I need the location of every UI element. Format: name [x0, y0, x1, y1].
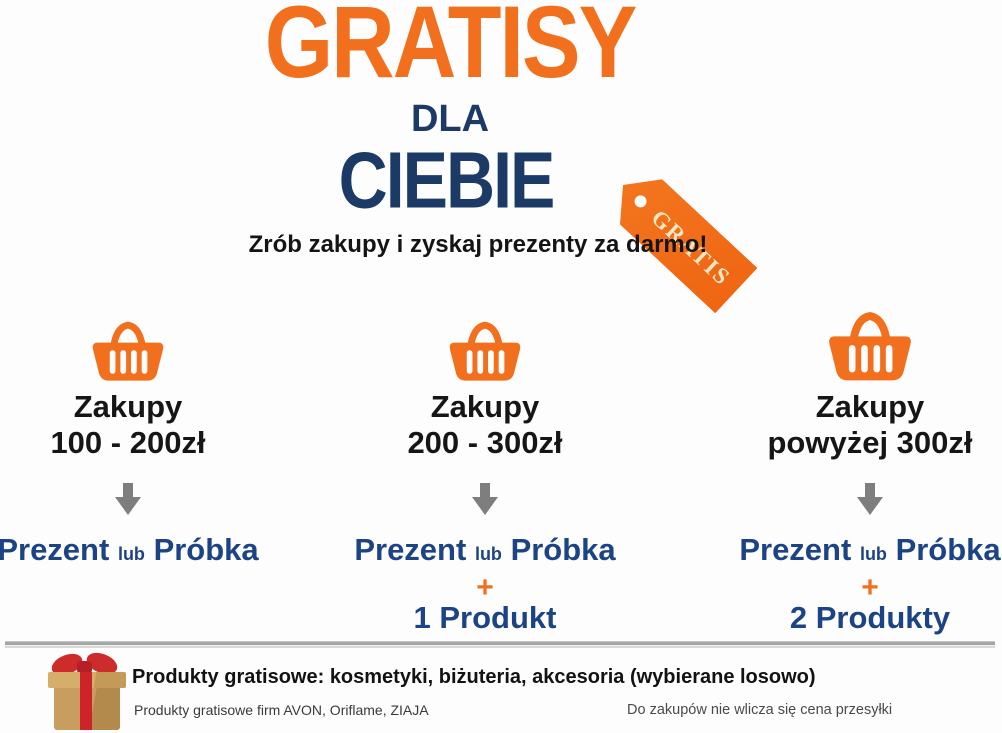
reward-line: Prezent lub Próbka — [0, 532, 288, 572]
tier-column-100-200: Zakupy 100 - 200zł Prezent lub Próbka — [0, 299, 288, 575]
tag-hole — [632, 193, 649, 210]
reward-line: Prezent lub Próbka — [325, 532, 645, 572]
plus-sign: + — [861, 571, 879, 604]
shopping-basket-icon — [92, 321, 164, 381]
banner-tagline: Zrób zakupy i zyskaj prezenty za darmo! — [248, 231, 708, 258]
reward-gift-label: Prezent — [354, 532, 467, 567]
tier-title: Zakupy — [815, 389, 925, 424]
tier-range: 100 - 200zł — [50, 425, 206, 460]
reward-gift-label: Prezent — [739, 532, 852, 567]
bonus-label: 2 Produkty — [789, 600, 951, 635]
arrow-wrap — [325, 483, 645, 515]
bow-knot — [77, 661, 92, 674]
shopping-basket-icon — [449, 321, 521, 381]
footer-divider — [5, 641, 995, 648]
footer-shipping-note: Do zakupów nie wlicza się cena przesyłki — [627, 702, 893, 718]
bonus-label: 1 Produkt — [413, 600, 557, 635]
reward-line: Prezent lub Próbka — [710, 532, 1002, 572]
reward-sample-label: Próbka — [153, 532, 259, 567]
reward-conjunction: lub — [474, 544, 502, 564]
tier-title: Zakupy — [73, 389, 183, 424]
basket-wrap — [710, 299, 1002, 384]
gift-body-ribbon — [80, 688, 92, 730]
down-arrow-icon — [115, 483, 141, 515]
tier-column-200-300: Zakupy 200 - 300zł Prezent lub Próbka + … — [325, 299, 645, 635]
gift-lid-ribbon — [80, 672, 92, 688]
gift-box-icon — [46, 648, 128, 730]
footer-brands: Produkty gratisowe firm AVON, Oriflame, … — [134, 702, 429, 718]
arrow-wrap — [710, 483, 1002, 515]
reward-sample-label: Próbka — [510, 532, 616, 567]
arrow-wrap — [0, 483, 288, 515]
down-arrow-icon — [857, 483, 883, 515]
down-arrow-icon — [472, 483, 498, 515]
tier-range: powyżej 300zł — [767, 425, 973, 460]
footer-title: Produkty gratisowe: kosmetyki, biżuteria… — [132, 666, 816, 688]
tier-title: Zakupy — [430, 389, 540, 424]
banner-title: GRATISY — [264, 0, 638, 100]
tier-column-300-plus: Zakupy powyżej 300zł Prezent lub Próbka … — [710, 299, 1002, 635]
reward-gift-label: Prezent — [0, 532, 110, 567]
basket-wrap — [0, 299, 288, 384]
plus-sign: + — [476, 571, 494, 604]
reward-sample-label: Próbka — [895, 532, 1001, 567]
reward-conjunction: lub — [117, 544, 145, 564]
shopping-basket-icon — [829, 312, 911, 381]
basket-wrap — [325, 299, 645, 384]
banner-subtitle-ciebie: CIEBIE — [338, 135, 556, 226]
reward-conjunction: lub — [859, 544, 887, 564]
tier-range: 200 - 300zł — [407, 425, 563, 460]
banner-subtitle-dla: DLA — [410, 98, 490, 140]
